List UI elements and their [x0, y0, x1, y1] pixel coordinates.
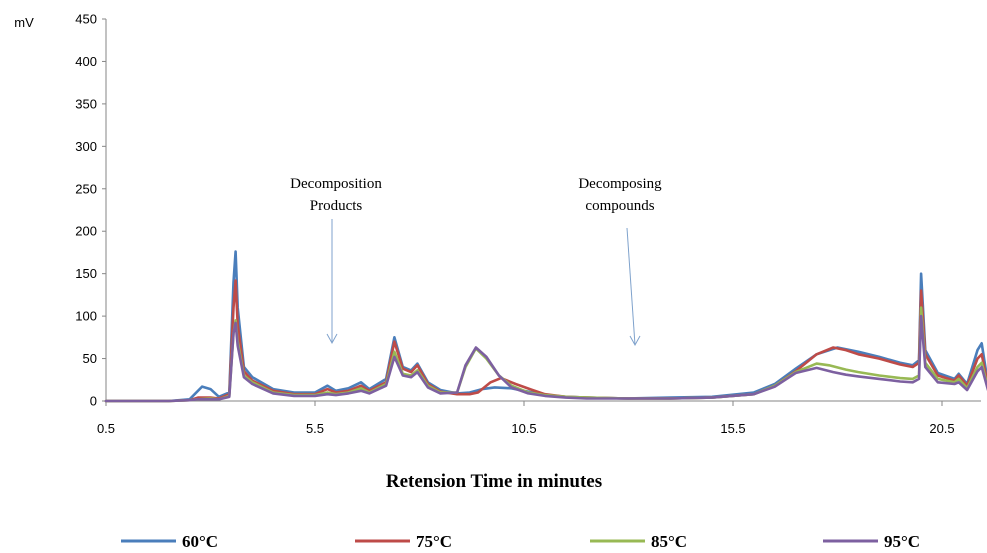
y-tick-label: 350	[75, 96, 97, 111]
x-tick-label: 10.5	[511, 421, 536, 436]
annotation-arrow	[626, 227, 636, 346]
x-ticks: 0.5 5.5 10.5 15.5 20.5	[97, 401, 955, 436]
y-tick-label: 100	[75, 309, 97, 324]
legend-label-1: 60°C	[182, 532, 218, 551]
y-ticks: 0 50 100 150 200 250 300 350 400 450	[75, 12, 106, 409]
x-tick-label: 20.5	[929, 421, 954, 436]
y-tick-label: 250	[75, 181, 97, 196]
annotation-text: Decomposition	[290, 176, 382, 192]
axes	[105, 19, 981, 402]
annotation-arrowhead	[326, 333, 338, 345]
annotation-arrowhead	[629, 335, 641, 347]
y-tick-label: 150	[75, 266, 97, 281]
y-axis-label: mV	[14, 15, 34, 30]
y-tick-label: 400	[75, 54, 97, 69]
series-line-4	[104, 314, 987, 403]
series-line-1	[104, 250, 987, 403]
x-tick-label: 15.5	[720, 421, 745, 436]
plot-lines	[104, 250, 987, 403]
annotation-text: Decomposing	[578, 176, 662, 192]
annotation-text-line2: Products	[310, 198, 363, 214]
x-tick-label: 5.5	[306, 421, 324, 436]
legend-label-3: 85°C	[651, 532, 687, 551]
x-axis-label: Retension Time in minutes	[386, 471, 602, 492]
legend-label-2: 75°C	[416, 532, 452, 551]
y-tick-label: 0	[90, 394, 97, 409]
legend-label-4: 95°C	[884, 532, 920, 551]
y-tick-label: 300	[75, 139, 97, 154]
annotations: Decomposition Products Decomposing compound…	[290, 176, 662, 347]
y-tick-label: 450	[75, 12, 97, 27]
x-tick-label: 0.5	[97, 421, 115, 436]
series-line-3	[104, 306, 987, 403]
y-tick-label: 50	[83, 351, 97, 366]
y-tick-label: 200	[75, 224, 97, 239]
legend: 60°C 75°C 85°C 95°C	[121, 532, 920, 551]
series-line-2	[104, 279, 987, 403]
annotation-text-line2: compounds	[585, 198, 654, 214]
